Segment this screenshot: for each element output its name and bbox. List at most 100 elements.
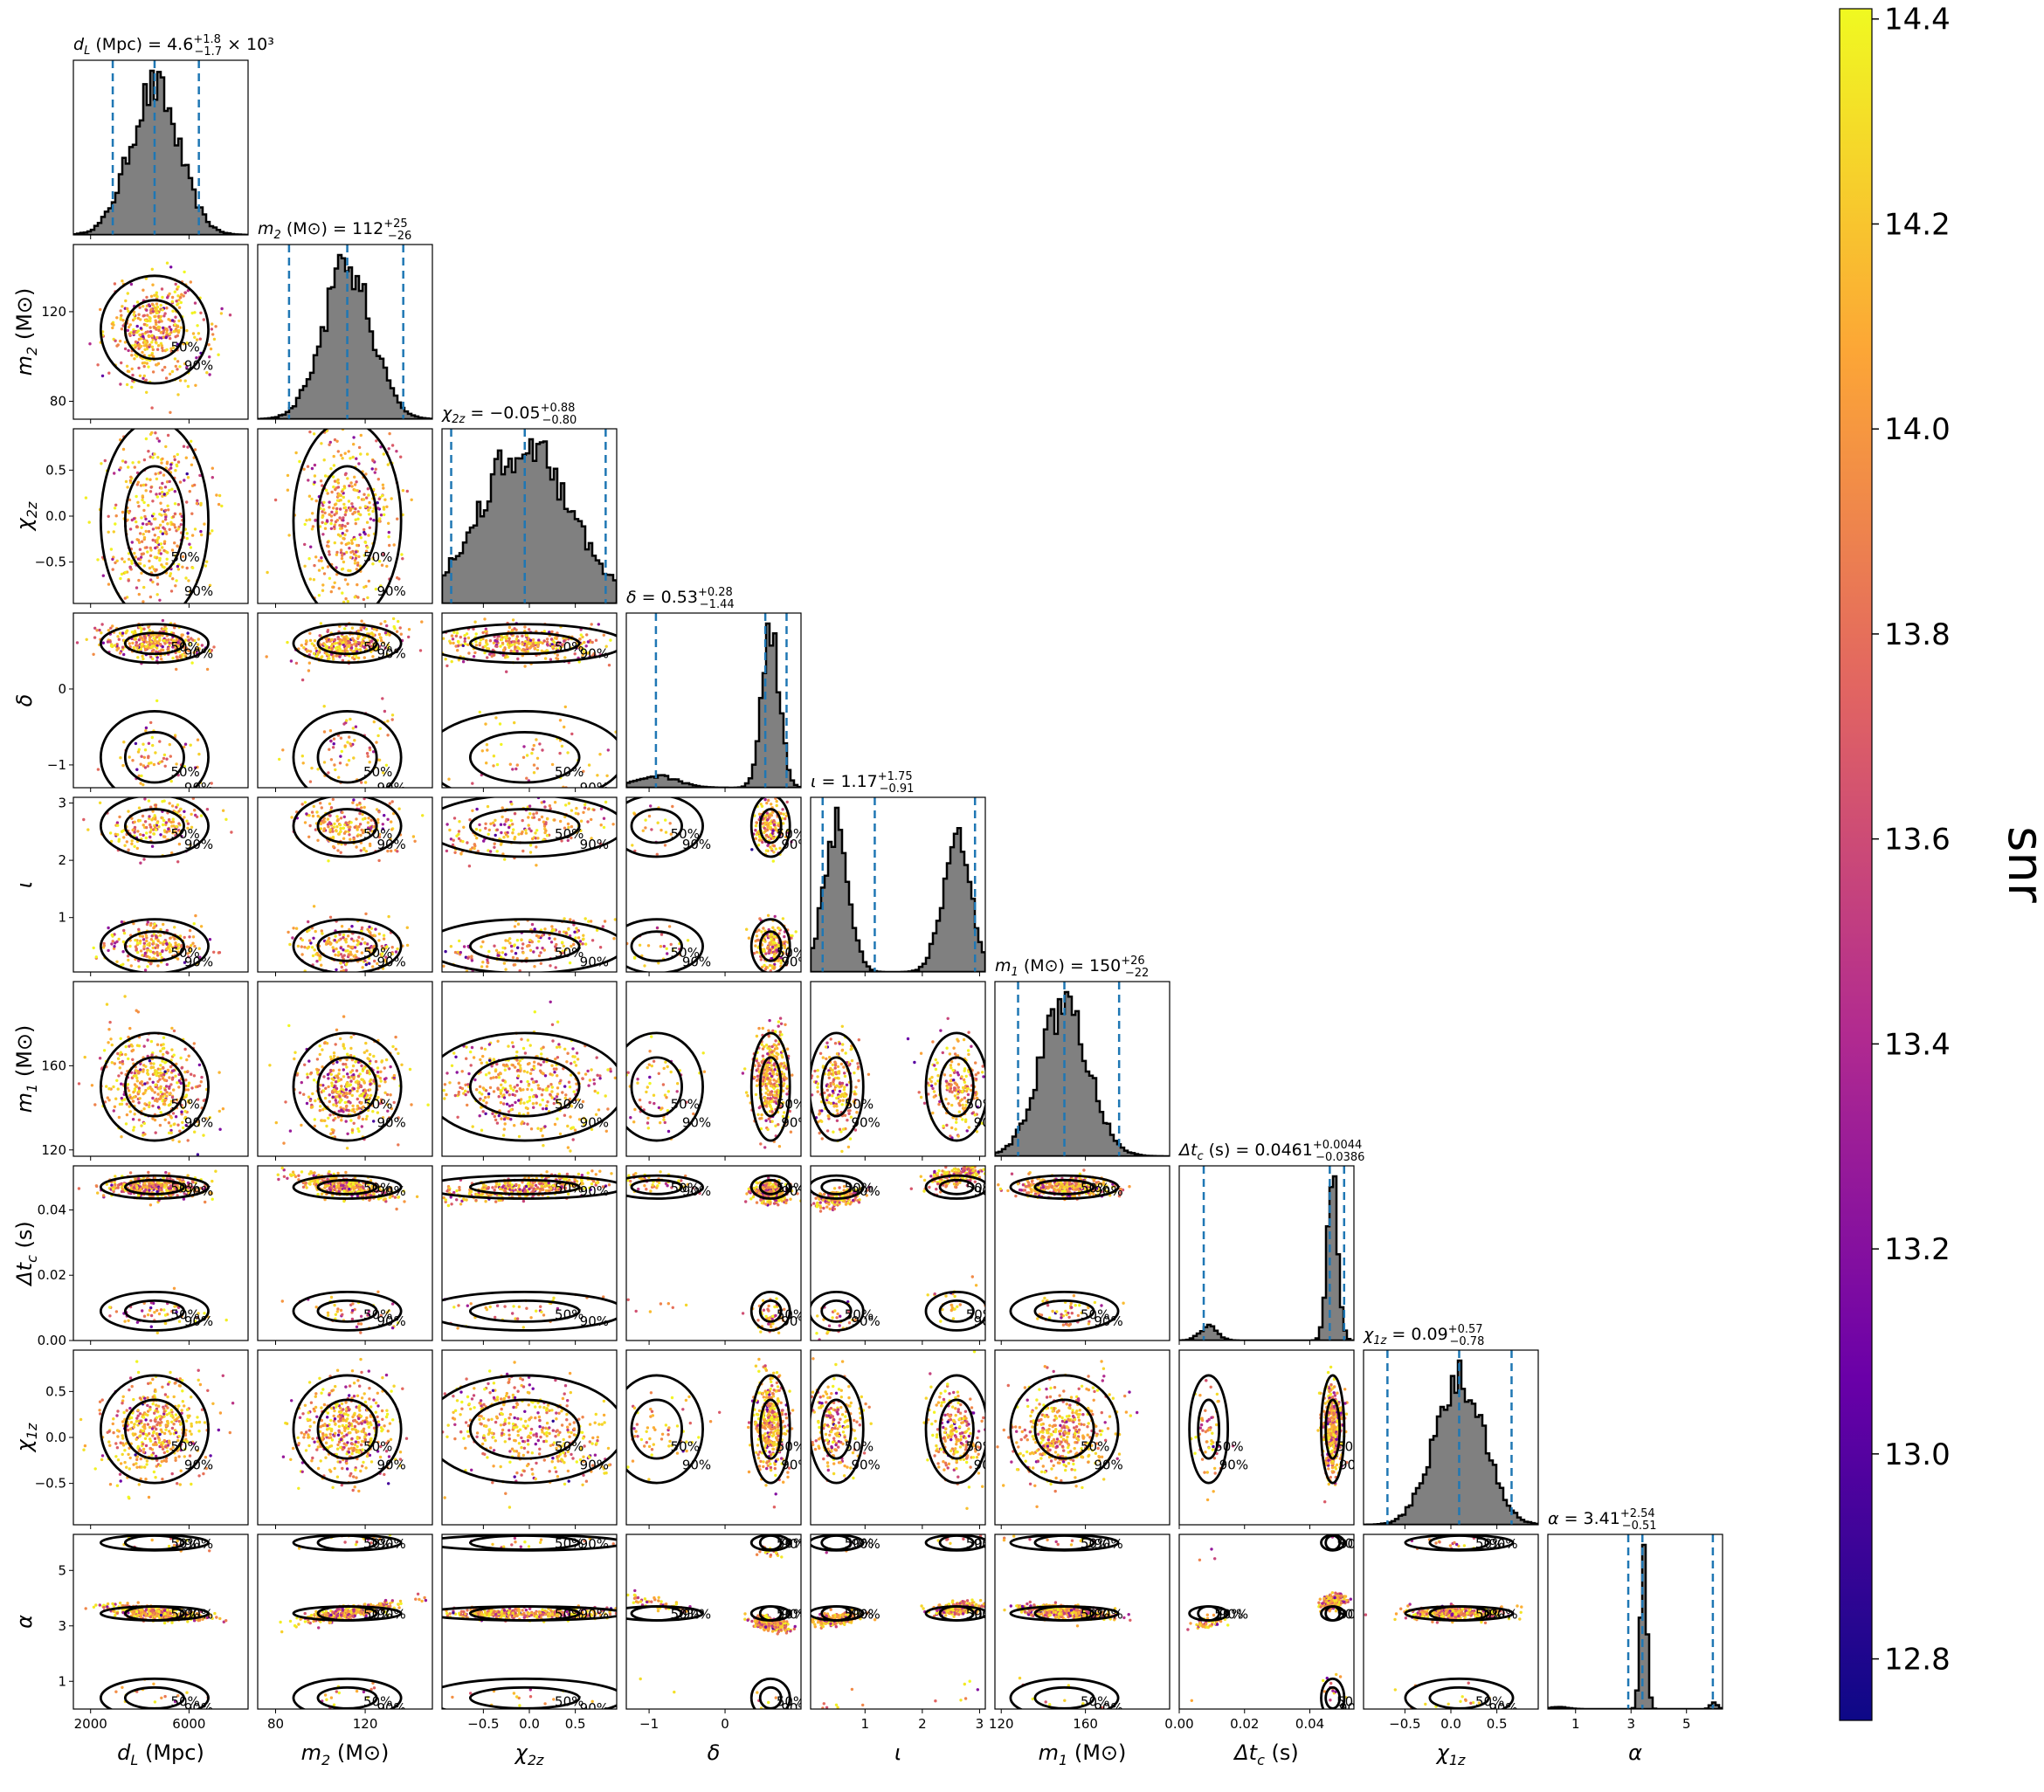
x-tick-label: 0.5 bbox=[1487, 1716, 1508, 1732]
contour-label: 50% bbox=[845, 1439, 874, 1455]
contour-label: 90% bbox=[1094, 1458, 1122, 1473]
contour-label: 50% bbox=[170, 1097, 199, 1113]
contour-label: 90% bbox=[1219, 1606, 1248, 1622]
contour-label: 90% bbox=[1339, 1606, 1368, 1622]
scatter-panel-dtc-chi1z: 50% 90% 50% 90% bbox=[1178, 1349, 1368, 1529]
contour-label: 50% bbox=[1081, 1693, 1109, 1709]
x-tick-label: 2000 bbox=[74, 1716, 107, 1732]
panel-frame bbox=[1178, 1349, 1355, 1526]
panel-frame bbox=[1178, 1534, 1355, 1710]
axis-label: Δtc (s) bbox=[12, 1221, 40, 1286]
contour-50pct bbox=[123, 930, 185, 962]
panel-frame bbox=[625, 1534, 802, 1710]
scatter-panel-m2-m1: 50%90% bbox=[257, 981, 433, 1161]
contour-90pct bbox=[292, 1174, 403, 1200]
panel-frame bbox=[810, 1534, 986, 1710]
contour-90pct bbox=[749, 1677, 791, 1709]
contour-label: 50% bbox=[671, 1097, 700, 1113]
axis-label: χ1z bbox=[1435, 1740, 1466, 1768]
contour-90pct bbox=[626, 1031, 704, 1142]
contour-90pct bbox=[1188, 1374, 1230, 1485]
contour-label: 90% bbox=[580, 1536, 609, 1552]
axis-label: ι bbox=[12, 881, 37, 888]
contour-90pct bbox=[442, 1677, 617, 1709]
contour-90pct bbox=[442, 1290, 617, 1332]
panel-grid: dL (Mpc) = 4.6+1.8 −1.7 × 10³50%90%80120m… bbox=[12, 33, 1723, 1768]
contour-90pct bbox=[924, 1290, 985, 1332]
panel-frame bbox=[810, 981, 986, 1157]
contour-label: 90% bbox=[974, 1606, 1003, 1622]
contour-90pct bbox=[442, 1374, 617, 1485]
y-tick-label: 1 bbox=[58, 910, 66, 926]
contour-50pct bbox=[1033, 1398, 1095, 1460]
panel-frame bbox=[625, 1349, 802, 1526]
contour-50pct bbox=[123, 1056, 185, 1118]
contour-90pct bbox=[442, 1174, 617, 1200]
scatter-panel-chi2z-iota: 50%90%50%90% bbox=[441, 796, 618, 976]
colorbar-gradient bbox=[1839, 8, 1873, 1721]
y-tick-label: 160 bbox=[41, 1058, 66, 1073]
contour-label: 90% bbox=[682, 1115, 711, 1131]
contour-90pct bbox=[749, 1290, 791, 1332]
scatter-panel-dL-chi2z: 50% 90% −0.5 0.0 0.5 χ2z bbox=[12, 428, 249, 608]
contour-90pct bbox=[99, 429, 210, 603]
panel-frame bbox=[73, 1165, 249, 1341]
contour-label: 90% bbox=[851, 1606, 880, 1622]
contour-label: 90% bbox=[1339, 1458, 1368, 1473]
contour-label: 50% bbox=[170, 1693, 199, 1709]
scatter-panel-chi2z-chi1z: 50%90% bbox=[441, 1349, 618, 1529]
contour-50pct bbox=[938, 1398, 975, 1460]
colorbar-tick-label: 14.2 bbox=[1884, 207, 1951, 242]
contour-label: 50% bbox=[170, 945, 199, 961]
scatter-panel-dtc-alpha: 50%90%50%90%50%90%50%90%0.00 0.02 0.04Δtc … bbox=[1164, 1534, 1368, 1768]
contour-50pct bbox=[758, 1178, 783, 1196]
y-tick-label: 0.02 bbox=[38, 1267, 66, 1283]
contour-label: 50% bbox=[966, 1180, 995, 1196]
contour-label: 90% bbox=[974, 1313, 1003, 1329]
scatter-panel-chi2z-dtc: 50%90%50%90% bbox=[441, 1165, 618, 1345]
contour-label: 50% bbox=[966, 1097, 995, 1113]
contour-label: 90% bbox=[682, 1183, 711, 1199]
panel-frame bbox=[257, 428, 433, 604]
contour-label: 50% bbox=[555, 764, 584, 780]
contour-label: 90% bbox=[682, 1606, 711, 1622]
scatter-panel-m2-chi1z: 50%90% bbox=[257, 1349, 433, 1529]
contour-label: 90% bbox=[781, 1183, 810, 1199]
contour-90pct bbox=[442, 1534, 617, 1552]
contour-90pct bbox=[292, 797, 403, 858]
x-tick-label: −0.5 bbox=[1389, 1716, 1420, 1732]
contour-90pct bbox=[626, 918, 704, 972]
contour-label: 90% bbox=[184, 780, 213, 796]
contour-label: 50% bbox=[845, 1097, 874, 1113]
contour-90pct bbox=[811, 1374, 865, 1485]
contour-label: 90% bbox=[851, 1458, 880, 1473]
panel-frame bbox=[810, 1165, 986, 1341]
contour-label: 50% bbox=[1081, 1306, 1109, 1322]
contour-label: 50% bbox=[170, 639, 199, 655]
colorbar-tick-label: 13.4 bbox=[1884, 1027, 1951, 1062]
panel-title: δ = 0.53+0.28 −1.44 bbox=[626, 586, 735, 611]
x-tick-label: 1 bbox=[861, 1716, 870, 1732]
x-tick-label: 0.02 bbox=[1230, 1716, 1259, 1732]
colorbar-tick-label: 13.6 bbox=[1884, 823, 1951, 858]
panel-title: m1 (M⊙) = 150+26 −22 bbox=[995, 955, 1149, 980]
contour-90pct bbox=[749, 1031, 791, 1142]
contour-label: 90% bbox=[184, 583, 213, 599]
contour-label: 90% bbox=[580, 1115, 609, 1131]
contour-50pct bbox=[758, 808, 783, 844]
contour-90pct bbox=[1009, 1534, 1120, 1552]
contour-50pct bbox=[123, 631, 185, 656]
contour-50pct bbox=[758, 1299, 783, 1323]
contour-50pct bbox=[123, 299, 185, 361]
contour-50pct bbox=[758, 930, 783, 962]
contour-label: 90% bbox=[1094, 1700, 1122, 1716]
contour-90pct bbox=[1320, 1374, 1346, 1485]
panel-background bbox=[73, 1534, 248, 1709]
contour-label: 50% bbox=[363, 1693, 392, 1709]
contour-label: 50% bbox=[1081, 1439, 1109, 1455]
contour-90pct bbox=[99, 710, 210, 788]
contour-50pct bbox=[820, 1178, 853, 1196]
